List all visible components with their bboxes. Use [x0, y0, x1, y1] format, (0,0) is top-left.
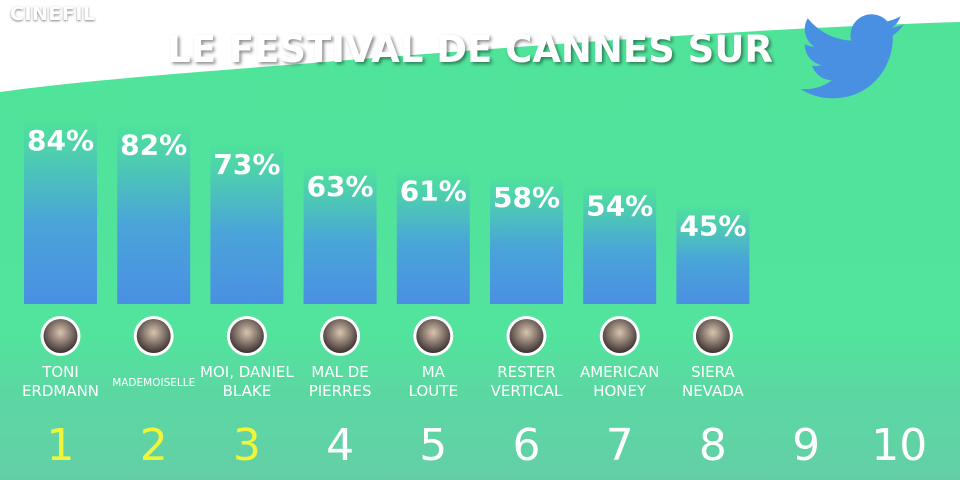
category-label-6-line-2: VERTICAL [491, 382, 563, 400]
category-label-4-line-2: PIERRES [309, 382, 372, 400]
category-label-1-line-2: ERDMANN [22, 382, 99, 400]
rank-number-4: 4 [326, 420, 354, 471]
header-wave [0, 0, 960, 92]
poster-avatar-4 [320, 316, 361, 356]
value-label-6: 58% [493, 181, 560, 214]
rank-number-5: 5 [419, 420, 447, 471]
rank-number-7: 7 [606, 420, 634, 471]
bar-5 [396, 170, 470, 304]
category-label-1-line-1: TONI [41, 363, 79, 381]
category-label-5-line-1: MA [422, 363, 446, 381]
value-label-1: 84% [27, 124, 94, 157]
rank-number-6: 6 [513, 420, 541, 471]
category-label-8-line-1: SIERA [691, 363, 735, 381]
bar-4 [303, 166, 377, 304]
value-label-7: 54% [586, 190, 653, 223]
poster-avatar-1 [40, 316, 81, 356]
page-title: LE FESTIVAL DE CANNES SUR [167, 28, 773, 71]
poster-avatar-5 [413, 316, 454, 356]
category-label-7-line-1: AMERICAN [580, 363, 659, 381]
bar-7 [583, 185, 657, 304]
poster-avatar-7 [599, 316, 640, 356]
value-label-5: 61% [400, 174, 467, 207]
category-label-7-line-2: HONEY [593, 382, 647, 400]
rank-number-10: 10 [871, 420, 927, 471]
rank-number-2: 2 [140, 420, 168, 471]
rank-number-1: 1 [47, 420, 75, 471]
category-label-5-line-2: LOUTE [409, 382, 458, 400]
poster-avatar-3 [226, 316, 267, 356]
bar-8 [676, 205, 750, 304]
value-label-4: 63% [307, 170, 374, 203]
category-label-8-line-2: NEVADA [682, 382, 745, 400]
rank-number-8: 8 [699, 420, 727, 471]
rank-number-3: 3 [233, 420, 261, 471]
value-label-3: 73% [213, 148, 280, 181]
bar-3 [210, 144, 284, 304]
category-label-3-line-2: BLAKE [223, 382, 272, 400]
value-label-2: 82% [120, 128, 187, 161]
value-label-8: 45% [679, 209, 746, 242]
poster-avatar-6 [506, 316, 547, 356]
bar-6 [490, 176, 563, 304]
category-label-2-line-1: MADEMOISELLE [112, 377, 195, 389]
poster-avatar-8 [692, 316, 733, 356]
bar-2 [117, 124, 191, 304]
poster-avatar-2 [133, 316, 174, 356]
brand-logo[interactable]: CINEFIL [10, 3, 96, 25]
category-label-4-line-1: MAL DE [311, 363, 368, 381]
bar-1 [24, 120, 97, 304]
category-label-3-line-1: MOI, DANIEL [200, 363, 294, 381]
category-label-6-line-1: RESTER [497, 363, 555, 381]
rank-number-9: 9 [792, 420, 820, 471]
twitter-bird-icon [800, 14, 904, 99]
